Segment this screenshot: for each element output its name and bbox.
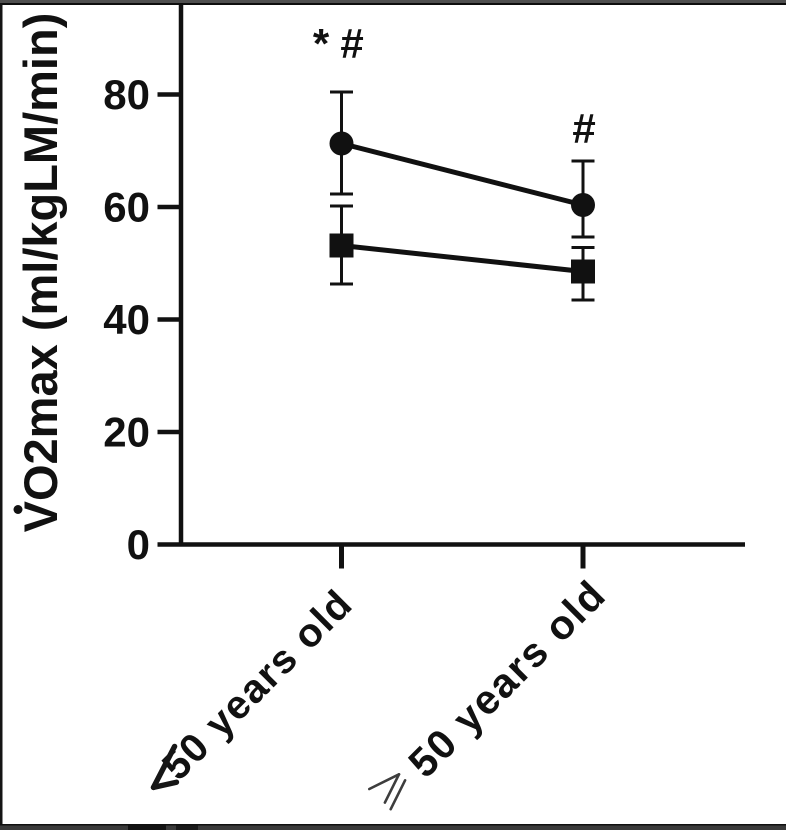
svg-text:0: 0 bbox=[127, 521, 150, 568]
svg-text:#: # bbox=[572, 105, 595, 152]
svg-text:VO2max (ml/kgLM/min): VO2max (ml/kgLM/min) bbox=[14, 13, 67, 533]
svg-text:20: 20 bbox=[103, 409, 150, 456]
svg-text:60: 60 bbox=[103, 184, 150, 231]
svg-text:*: * bbox=[313, 20, 330, 67]
svg-text:80: 80 bbox=[103, 71, 150, 118]
svg-text:#: # bbox=[340, 20, 363, 67]
svg-text:40: 40 bbox=[103, 296, 150, 343]
